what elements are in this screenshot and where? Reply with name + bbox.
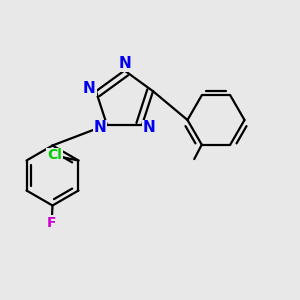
Text: N: N (118, 56, 131, 71)
Text: N: N (142, 120, 155, 135)
Text: N: N (83, 81, 96, 96)
Text: F: F (47, 216, 57, 230)
Text: N: N (94, 120, 106, 135)
Text: Cl: Cl (47, 148, 62, 162)
